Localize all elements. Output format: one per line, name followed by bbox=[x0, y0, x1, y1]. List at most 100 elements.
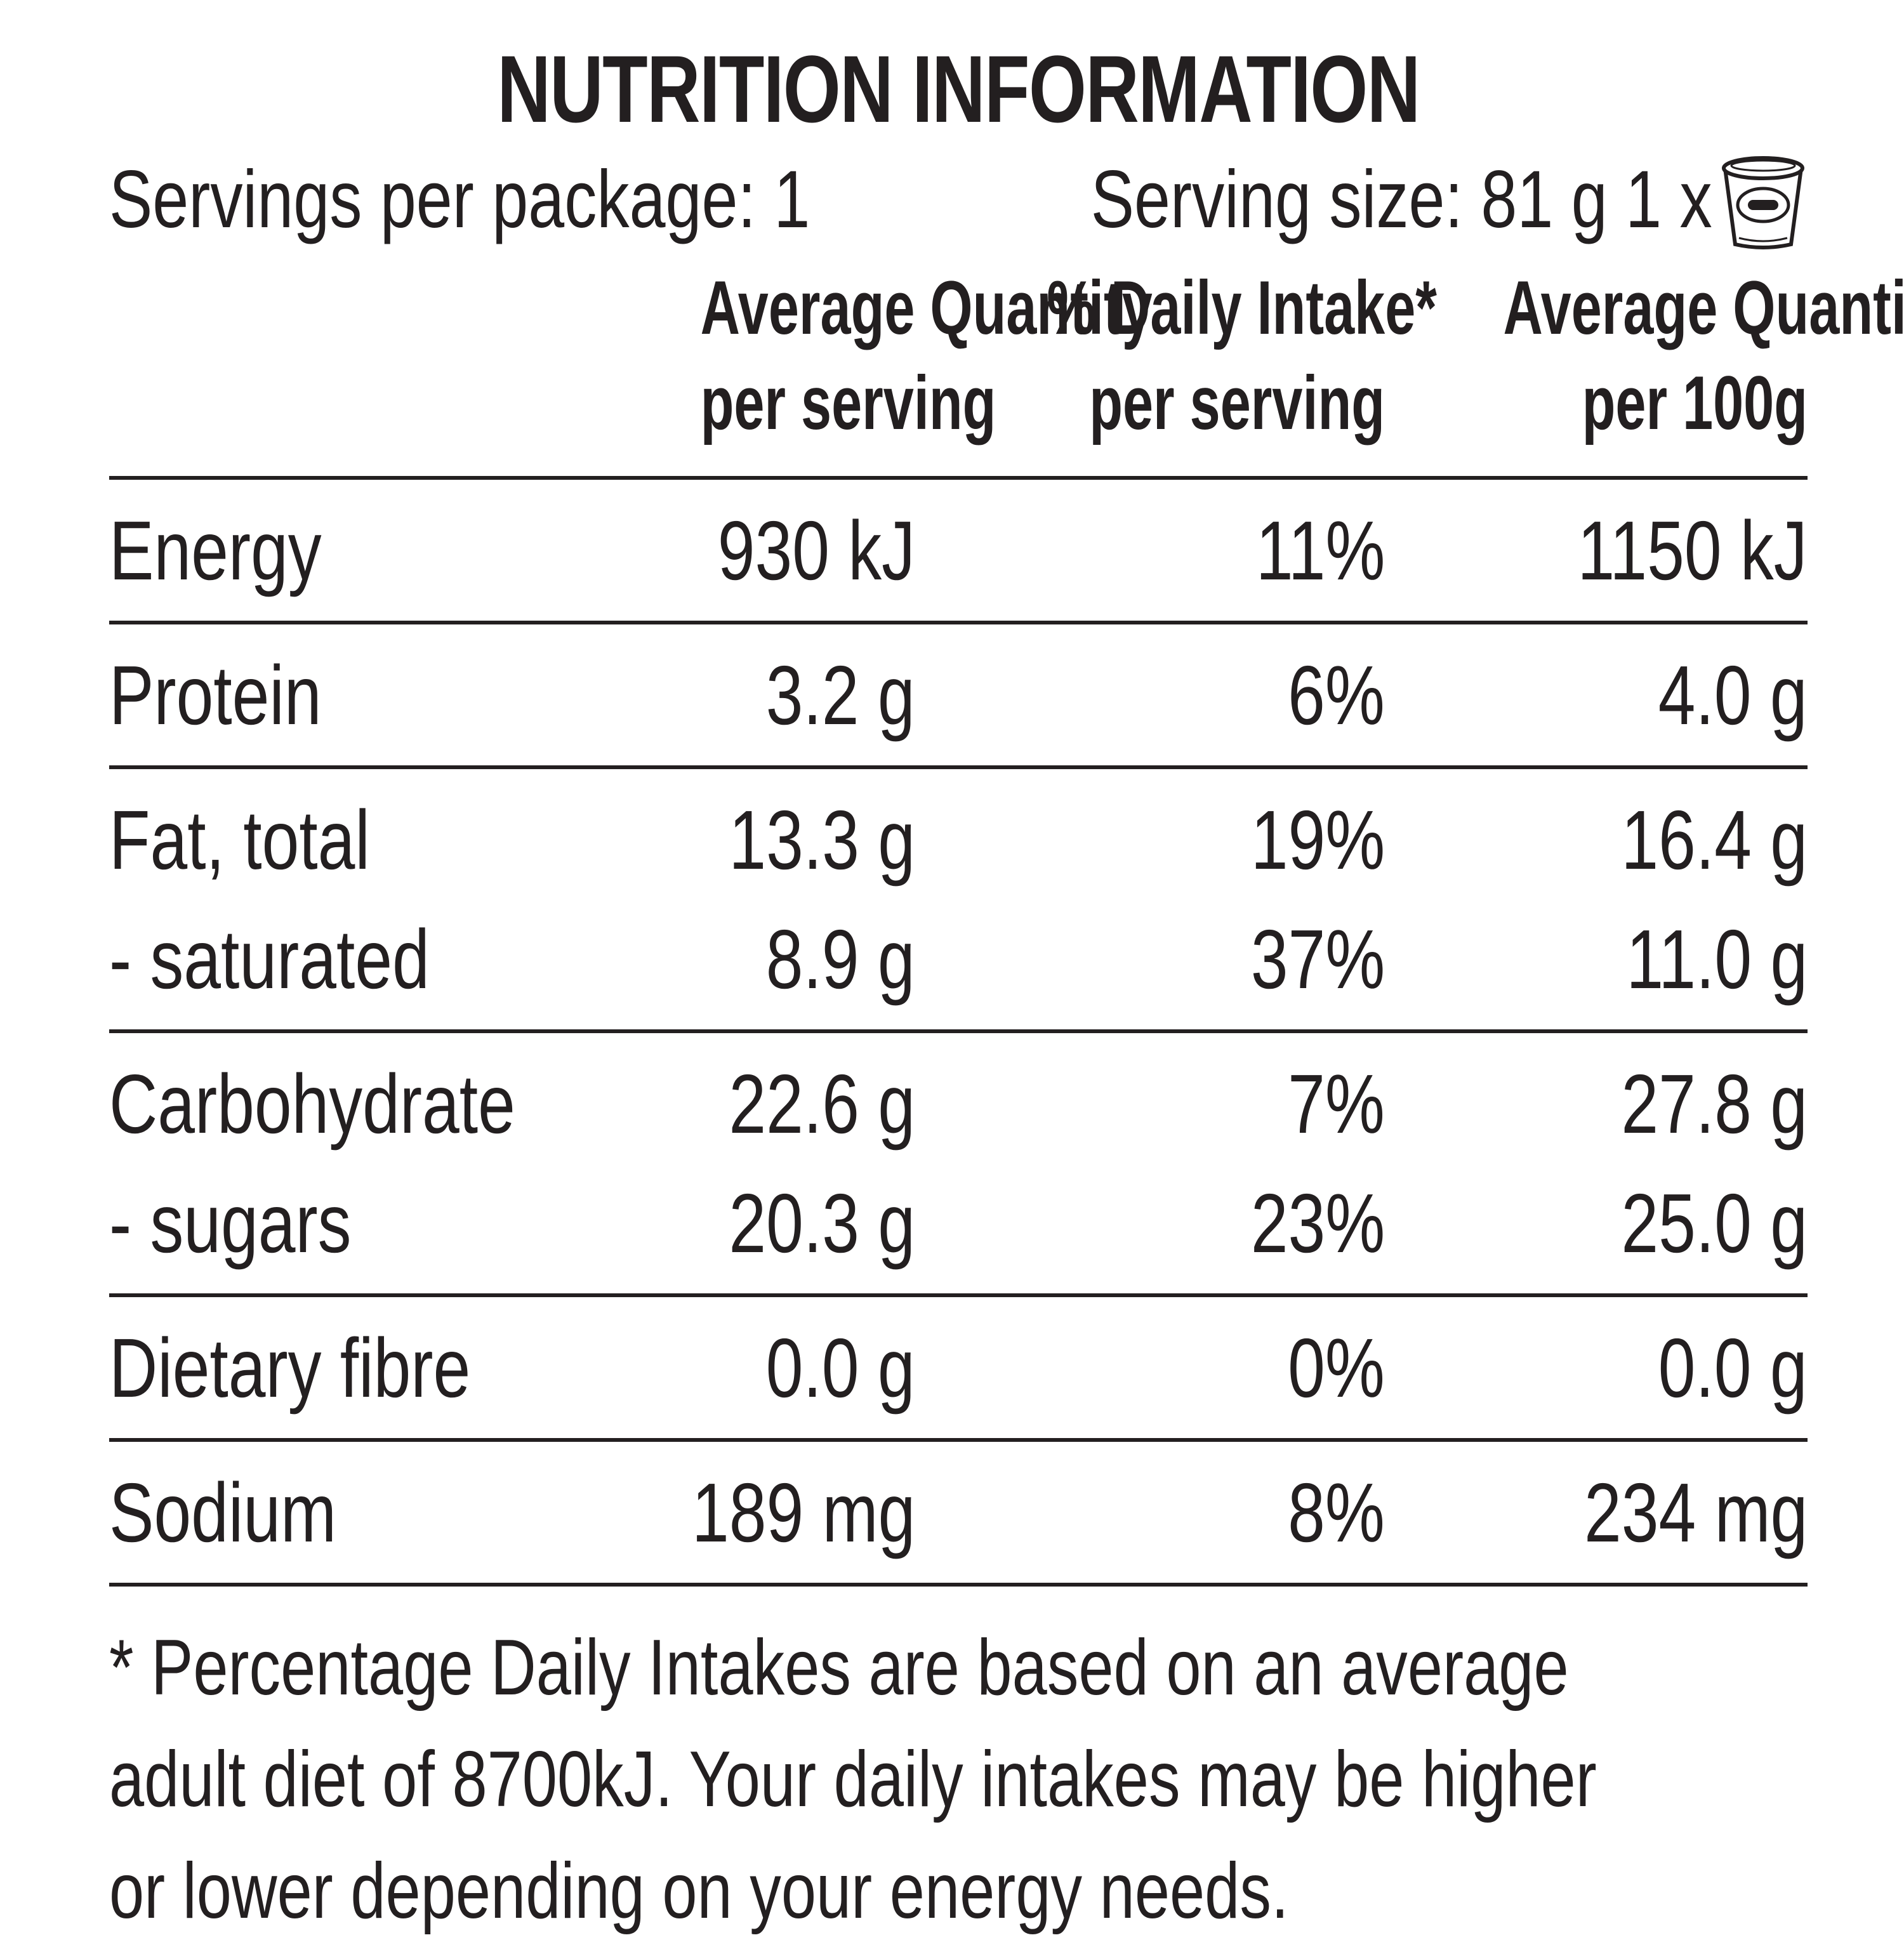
table-row: - sugars 20.3 g 23% 25.0 g bbox=[109, 1164, 1808, 1283]
header-line: per 100g bbox=[1582, 360, 1808, 446]
header-daily-intake: % Daily Intake* per serving bbox=[915, 260, 1437, 476]
per-100g-value-cell: 11.0 g bbox=[1385, 900, 1808, 1019]
daily-intake-value-cell: 19% bbox=[915, 781, 1385, 900]
servings-per-package: Servings per package: 1 bbox=[109, 154, 810, 245]
per-100g-value: 4.0 g bbox=[1658, 649, 1808, 742]
serving-size: Serving size: 81 g 1 x bbox=[1091, 154, 1712, 245]
header-line: Average Quantity bbox=[700, 265, 1153, 350]
footnote-line: or lower depending on your energy needs. bbox=[109, 1847, 1289, 1935]
per-100g-value: 0.0 g bbox=[1658, 1321, 1808, 1415]
per-100g-value-cell: 25.0 g bbox=[1385, 1164, 1808, 1283]
nutrient-group: Protein 3.2 g 6% 4.0 g bbox=[109, 624, 1808, 769]
per-100g-value: 27.8 g bbox=[1621, 1057, 1808, 1151]
daily-intake-value-cell: 11% bbox=[915, 491, 1385, 610]
nutrient-group: Carbohydrate 22.6 g 7% 27.8 g - sugars 20.3 g… bbox=[109, 1033, 1808, 1297]
per-serving-value-cell: 0.0 g bbox=[617, 1309, 915, 1428]
header-line: Average Quantity bbox=[1503, 265, 1904, 350]
footnote-line: adult diet of 8700kJ. Your daily intakes… bbox=[109, 1736, 1597, 1823]
nutrient-group: Fat, total 13.3 g 19% 16.4 g - saturated 8.9 … bbox=[109, 769, 1808, 1033]
header-spacer bbox=[109, 260, 617, 476]
table-row: Protein 3.2 g 6% 4.0 g bbox=[109, 636, 1808, 755]
per-serving-value-cell: 8.9 g bbox=[617, 900, 915, 1019]
header-line: % Daily Intake* bbox=[1047, 265, 1437, 350]
per-serving-value-cell: 930 kJ bbox=[617, 491, 915, 610]
per-100g-value-cell: 27.8 g bbox=[1385, 1045, 1808, 1164]
per-100g-value: 16.4 g bbox=[1621, 793, 1808, 887]
nutrient-label-cell: - sugars bbox=[109, 1164, 617, 1283]
nutrient-label-cell: - saturated bbox=[109, 900, 617, 1019]
header-per-100g: Average Quantity per 100g bbox=[1385, 260, 1904, 476]
per-serving-value: 930 kJ bbox=[717, 504, 915, 597]
daily-intake-value: 7% bbox=[1288, 1057, 1385, 1151]
per-100g-value: 11.0 g bbox=[1626, 913, 1808, 1006]
table-row: Carbohydrate 22.6 g 7% 27.8 g bbox=[109, 1045, 1808, 1164]
footnote: * Percentage Daily Intakes are based on … bbox=[109, 1612, 1808, 1947]
per-100g-value: 1150 kJ bbox=[1577, 504, 1808, 597]
header-per-serving: Average Quantity per serving bbox=[617, 260, 1153, 476]
per-100g-value-cell: 4.0 g bbox=[1385, 636, 1808, 755]
table-row: Dietary fibre 0.0 g 0% 0.0 g bbox=[109, 1309, 1808, 1428]
table-bottom-rule bbox=[109, 1583, 1808, 1587]
header-line: per serving bbox=[700, 360, 996, 446]
nutrient-label: Sodium bbox=[109, 1466, 337, 1559]
per-serving-value-cell: 22.6 g bbox=[617, 1045, 915, 1164]
panel-title: NUTRITION INFORMATION bbox=[497, 36, 1420, 142]
daily-intake-value: 8% bbox=[1288, 1466, 1385, 1559]
nutrient-group: Energy 930 kJ 11% 1150 kJ bbox=[109, 480, 1808, 624]
nutrient-label: - sugars bbox=[109, 1177, 352, 1270]
nutrient-label: Carbohydrate bbox=[109, 1057, 515, 1151]
footnote-line: * Percentage Daily Intakes are based on … bbox=[109, 1624, 1569, 1712]
table-row: - saturated 8.9 g 37% 11.0 g bbox=[109, 900, 1808, 1019]
header-line: per serving bbox=[1089, 360, 1385, 446]
daily-intake-value: 6% bbox=[1288, 649, 1385, 742]
nutrient-label: - saturated bbox=[109, 913, 430, 1006]
nutrient-label-cell: Sodium bbox=[109, 1453, 617, 1573]
per-serving-value: 13.3 g bbox=[729, 793, 915, 887]
nutrient-group: Sodium 189 mg 8% 234 mg bbox=[109, 1442, 1808, 1583]
nutrition-panel: NUTRITION INFORMATION Servings per packa… bbox=[109, 36, 1904, 1947]
per-100g-value-cell: 1150 kJ bbox=[1385, 491, 1808, 610]
per-serving-value-cell: 13.3 g bbox=[617, 781, 915, 900]
per-100g-value: 25.0 g bbox=[1621, 1177, 1808, 1270]
per-100g-value-cell: 0.0 g bbox=[1385, 1309, 1808, 1428]
nutrient-label: Dietary fibre bbox=[109, 1321, 471, 1415]
nutrient-label-cell: Dietary fibre bbox=[109, 1309, 617, 1428]
nutrient-label-cell: Carbohydrate bbox=[109, 1045, 617, 1164]
daily-intake-value: 23% bbox=[1250, 1177, 1385, 1270]
daily-intake-value-cell: 0% bbox=[915, 1309, 1385, 1428]
per-100g-value-cell: 234 mg bbox=[1385, 1453, 1808, 1573]
serving-size-group: Serving size: 81 g 1 x bbox=[935, 146, 1808, 254]
table-row: Sodium 189 mg 8% 234 mg bbox=[109, 1453, 1808, 1573]
nutrient-label: Energy bbox=[109, 504, 322, 597]
table-row: Fat, total 13.3 g 19% 16.4 g bbox=[109, 781, 1808, 900]
per-serving-value: 3.2 g bbox=[766, 649, 915, 742]
per-100g-value: 234 mg bbox=[1583, 1466, 1808, 1559]
daily-intake-value: 19% bbox=[1250, 793, 1385, 887]
daily-intake-value: 11% bbox=[1255, 504, 1385, 597]
yogurt-cup-icon bbox=[1722, 156, 1804, 249]
per-serving-value-cell: 189 mg bbox=[617, 1453, 915, 1573]
per-serving-value-cell: 20.3 g bbox=[617, 1164, 915, 1283]
table-row: Energy 930 kJ 11% 1150 kJ bbox=[109, 491, 1808, 610]
per-serving-value: 0.0 g bbox=[766, 1321, 915, 1415]
per-100g-value-cell: 16.4 g bbox=[1385, 781, 1808, 900]
nutrient-label-cell: Protein bbox=[109, 636, 617, 755]
daily-intake-value-cell: 7% bbox=[915, 1045, 1385, 1164]
nutrient-group: Dietary fibre 0.0 g 0% 0.0 g bbox=[109, 1297, 1808, 1442]
nutrient-label-cell: Fat, total bbox=[109, 781, 617, 900]
serving-info: Servings per package: 1 Serving size: 81… bbox=[109, 146, 1808, 254]
per-serving-value: 8.9 g bbox=[766, 913, 915, 1006]
column-headers: Average Quantity per serving % Daily Int… bbox=[109, 260, 1904, 480]
per-serving-value: 20.3 g bbox=[729, 1177, 915, 1270]
daily-intake-value-cell: 37% bbox=[915, 900, 1385, 1019]
daily-intake-value-cell: 6% bbox=[915, 636, 1385, 755]
per-serving-value-cell: 3.2 g bbox=[617, 636, 915, 755]
nutrient-label: Fat, total bbox=[109, 793, 370, 887]
daily-intake-value-cell: 23% bbox=[915, 1164, 1385, 1283]
per-serving-value: 22.6 g bbox=[729, 1057, 915, 1151]
per-serving-value: 189 mg bbox=[691, 1466, 915, 1559]
nutrition-table: Energy 930 kJ 11% 1150 kJ Protein 3.2 g 6% 4.0 … bbox=[109, 480, 1808, 1583]
daily-intake-value: 0% bbox=[1288, 1321, 1385, 1415]
nutrient-label: Protein bbox=[109, 649, 322, 742]
daily-intake-value: 37% bbox=[1250, 913, 1385, 1006]
